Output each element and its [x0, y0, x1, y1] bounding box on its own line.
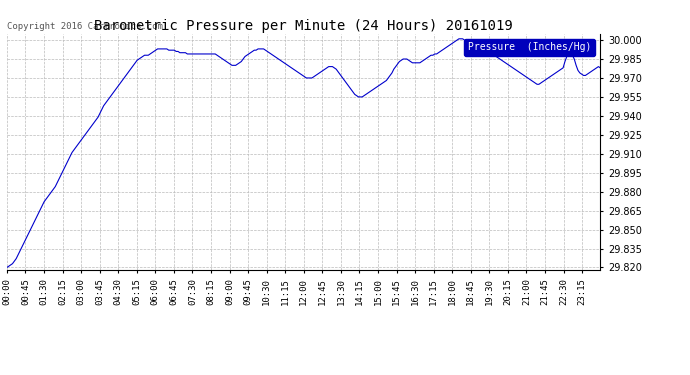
Legend: Pressure  (Inches/Hg): Pressure (Inches/Hg) [464, 39, 595, 56]
Text: Copyright 2016 Cartronics.com: Copyright 2016 Cartronics.com [7, 22, 163, 32]
Title: Barometric Pressure per Minute (24 Hours) 20161019: Barometric Pressure per Minute (24 Hours… [95, 19, 513, 33]
